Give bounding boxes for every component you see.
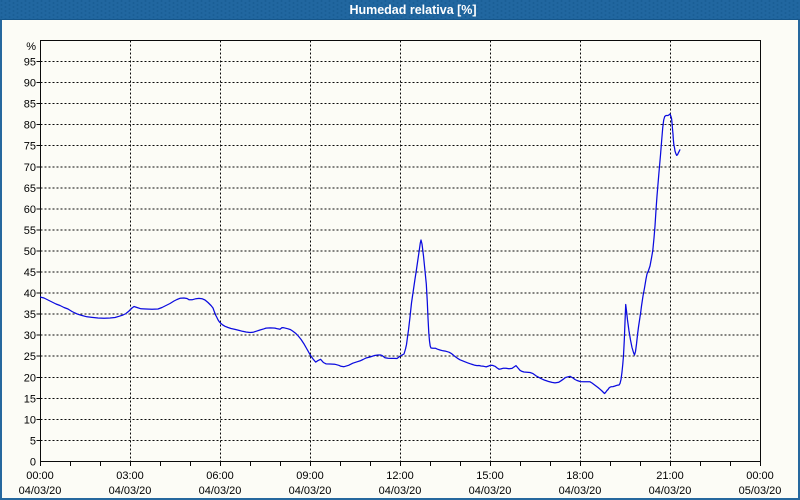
svg-text:05/03/20: 05/03/20 [739,485,782,497]
svg-text:12:00: 12:00 [386,470,414,482]
svg-text:06:00: 06:00 [206,470,234,482]
svg-text:85: 85 [24,99,36,111]
svg-text:15:00: 15:00 [476,470,504,482]
svg-text:65: 65 [24,183,36,195]
svg-text:15: 15 [24,393,36,405]
svg-text:21:00: 21:00 [656,470,684,482]
svg-text:95: 95 [24,57,36,69]
svg-text:04/03/20: 04/03/20 [379,485,422,497]
svg-text:00:00: 00:00 [26,470,54,482]
svg-text:90: 90 [24,78,36,90]
svg-text:00:00: 00:00 [746,470,774,482]
svg-text:40: 40 [24,288,36,300]
svg-text:Humedad relativa [%]: Humedad relativa [%] [349,3,476,17]
svg-text:04/03/20: 04/03/20 [469,485,512,497]
svg-text:04/03/20: 04/03/20 [289,485,332,497]
svg-text:60: 60 [24,204,36,216]
svg-text:04/03/20: 04/03/20 [109,485,152,497]
svg-text:80: 80 [24,120,36,132]
svg-text:10: 10 [24,414,36,426]
svg-text:04/03/20: 04/03/20 [559,485,602,497]
svg-text:04/03/20: 04/03/20 [649,485,692,497]
svg-text:04/03/20: 04/03/20 [19,485,62,497]
svg-text:0: 0 [30,457,36,469]
svg-text:5: 5 [30,435,36,447]
svg-text:45: 45 [24,267,36,279]
svg-text:09:00: 09:00 [296,470,324,482]
svg-text:03:00: 03:00 [116,470,144,482]
svg-text:20: 20 [24,372,36,384]
svg-text:18:00: 18:00 [566,470,594,482]
svg-text:75: 75 [24,141,36,153]
svg-text:%: % [26,41,36,53]
svg-text:30: 30 [24,330,36,342]
svg-text:70: 70 [24,162,36,174]
svg-text:35: 35 [24,309,36,321]
svg-text:50: 50 [24,246,36,258]
svg-text:55: 55 [24,225,36,237]
svg-text:25: 25 [24,351,36,363]
svg-text:04/03/20: 04/03/20 [199,485,242,497]
